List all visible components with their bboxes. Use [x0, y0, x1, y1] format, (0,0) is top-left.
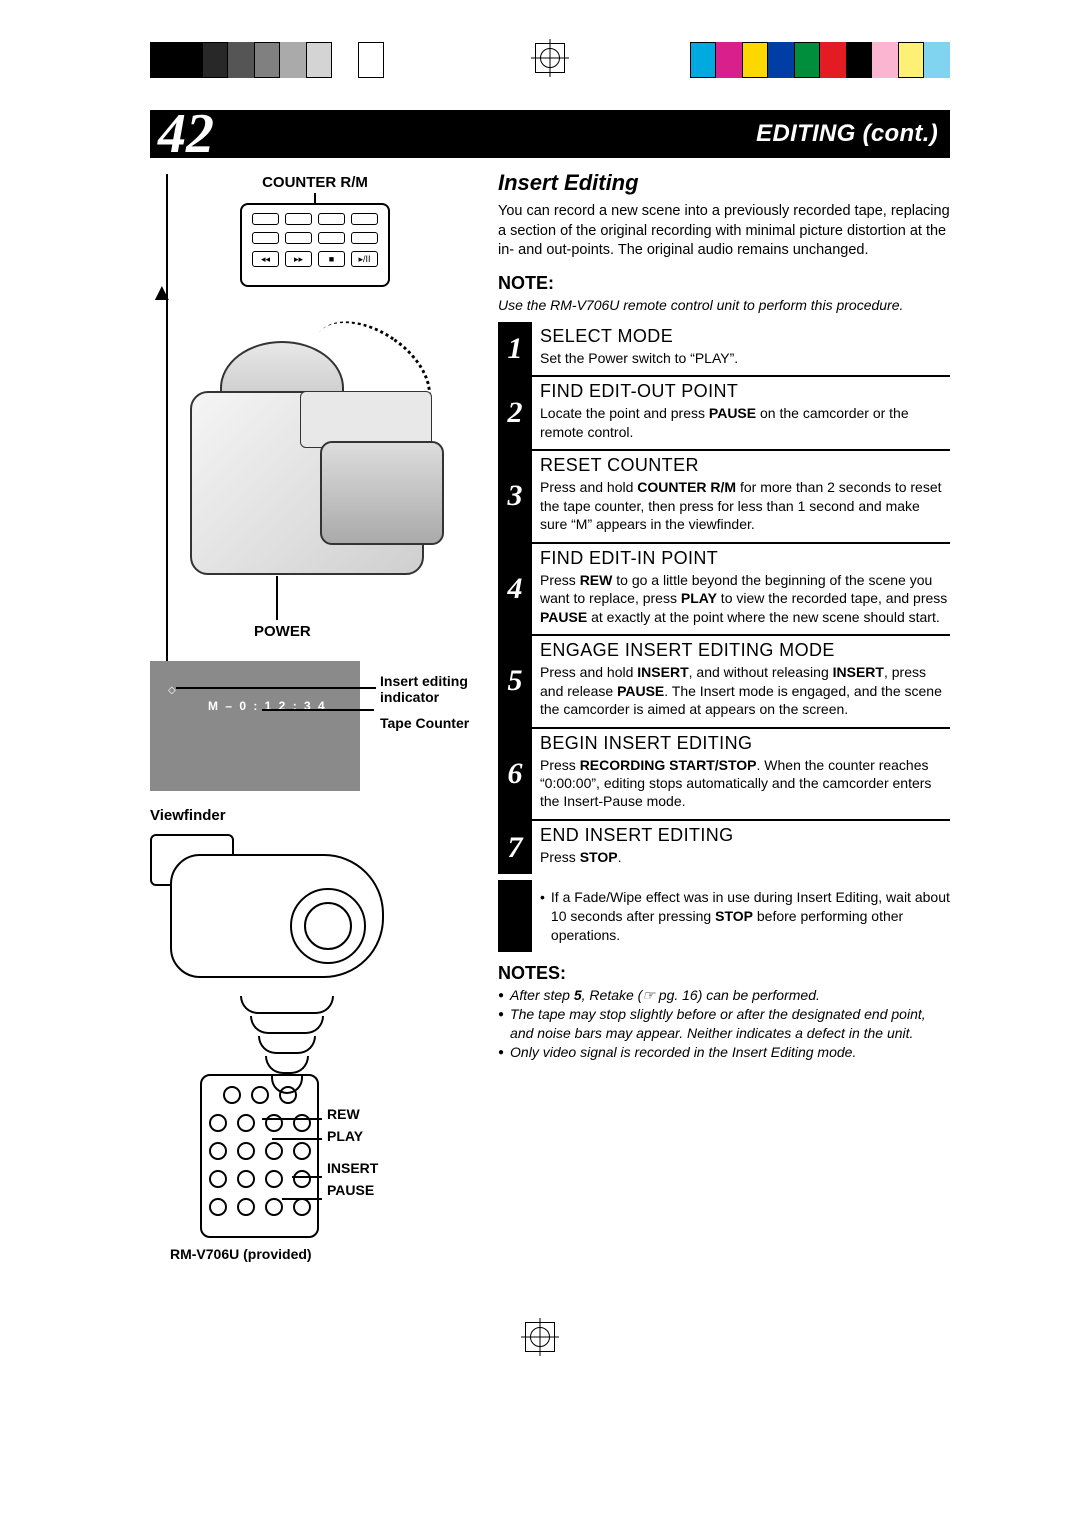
step-title: BEGIN INSERT EDITING	[540, 733, 950, 754]
step-number: 5	[498, 636, 532, 726]
compact-cam-sketch	[150, 834, 410, 1004]
step-number: 2	[498, 377, 532, 449]
step-number: 1	[498, 322, 532, 375]
step-3: 3 RESET COUNTER Press and hold COUNTER R…	[498, 449, 950, 541]
remote-label-insert: INSERT	[327, 1160, 427, 1176]
step-4: 4 FIND EDIT-IN POINT Press REW to go a l…	[498, 542, 950, 634]
step-1: 1 SELECT MODE Set the Power switch to “P…	[498, 322, 950, 375]
step-number: 3	[498, 451, 532, 541]
intro-paragraph: You can record a new scene into a previo…	[498, 202, 950, 261]
registration-mark-bottom-icon	[525, 1322, 555, 1352]
step-number: 7	[498, 821, 532, 874]
counter-rm-label: COUNTER R/M	[150, 174, 480, 191]
notes-item: Only video signal is recorded in the Ins…	[498, 1043, 950, 1062]
print-registration-strip	[150, 40, 950, 80]
insert-editing-indicator-label-2: indicator	[380, 689, 490, 705]
section-title: Insert Editing	[498, 170, 950, 196]
notes-item: After step 5, Retake (☞ pg. 16) can be p…	[498, 986, 950, 1005]
right-column: Insert Editing You can record a new scen…	[498, 168, 950, 1262]
tape-counter-value: M – 0 : 1 2 : 3 4	[208, 699, 327, 713]
step-text: Press STOP.	[540, 848, 950, 866]
step-7: 7 END INSERT EDITING Press STOP.	[498, 819, 950, 874]
step-2: 2 FIND EDIT-OUT POINT Locate the point a…	[498, 375, 950, 449]
step-5: 5 ENGAGE INSERT EDITING MODE Press and h…	[498, 634, 950, 726]
remote-label-rew: REW	[327, 1106, 427, 1122]
step-title: ENGAGE INSERT EDITING MODE	[540, 640, 950, 661]
insert-editing-indicator-label-1: Insert editing	[380, 673, 490, 689]
camcorder-sketch: POWER	[150, 311, 480, 641]
tail-bullet: If a Fade/Wipe effect was in use during …	[540, 888, 950, 945]
left-column: COUNTER R/M ◂◂▸▸■▸/II ▲ POWER	[150, 168, 480, 1262]
step-title: FIND EDIT-IN POINT	[540, 548, 950, 569]
step-number: 6	[498, 729, 532, 819]
remote-rm-v706u-sketch: REW PLAY INSERT PAUSE	[200, 1074, 319, 1238]
viewfinder-caption: Viewfinder	[150, 807, 480, 824]
step-text: Locate the point and press PAUSE on the …	[540, 404, 950, 441]
registration-mark-icon	[535, 43, 565, 73]
viewfinder-display: ◇ M – 0 : 1 2 : 3 4	[150, 661, 360, 791]
page-number: 42	[150, 106, 214, 162]
note-text: Use the RM-V706U remote control unit to …	[498, 296, 950, 314]
notes-heading: NOTES:	[498, 963, 950, 984]
note-heading: NOTE:	[498, 273, 950, 294]
step-6: 6 BEGIN INSERT EDITING Press RECORDING S…	[498, 727, 950, 819]
remote-label-pause: PAUSE	[327, 1182, 427, 1198]
step-text: Press and hold INSERT, and without relea…	[540, 663, 950, 718]
step-text: Press RECORDING START/STOP. When the cou…	[540, 756, 950, 811]
step-title: END INSERT EDITING	[540, 825, 950, 846]
tape-counter-label: Tape Counter	[380, 715, 490, 731]
camcorder-diagram: COUNTER R/M ◂◂▸▸■▸/II ▲ POWER	[150, 174, 480, 1262]
power-label: POWER	[254, 623, 311, 640]
step-text: Press and hold COUNTER R/M for more than…	[540, 478, 950, 533]
manual-page: 42 EDITING (cont.) COUNTER R/M ◂◂▸▸■▸/II…	[150, 110, 950, 1262]
remote-label-play: PLAY	[327, 1128, 427, 1144]
remote-caption: RM-V706U (provided)	[170, 1246, 480, 1262]
header-title: EDITING (cont.)	[756, 120, 938, 148]
step-text: Set the Power switch to “PLAY”.	[540, 349, 950, 367]
step-title: RESET COUNTER	[540, 455, 950, 476]
step-number: 4	[498, 544, 532, 634]
step-title: FIND EDIT-OUT POINT	[540, 381, 950, 402]
notes-item: The tape may stop slightly before or aft…	[498, 1005, 950, 1043]
page-header: 42 EDITING (cont.)	[150, 110, 950, 158]
remote-top-sketch: ◂◂▸▸■▸/II	[240, 203, 390, 287]
step-title: SELECT MODE	[540, 326, 950, 347]
step-text: Press REW to go a little beyond the begi…	[540, 571, 950, 626]
tail-note: If a Fade/Wipe effect was in use during …	[498, 880, 950, 953]
